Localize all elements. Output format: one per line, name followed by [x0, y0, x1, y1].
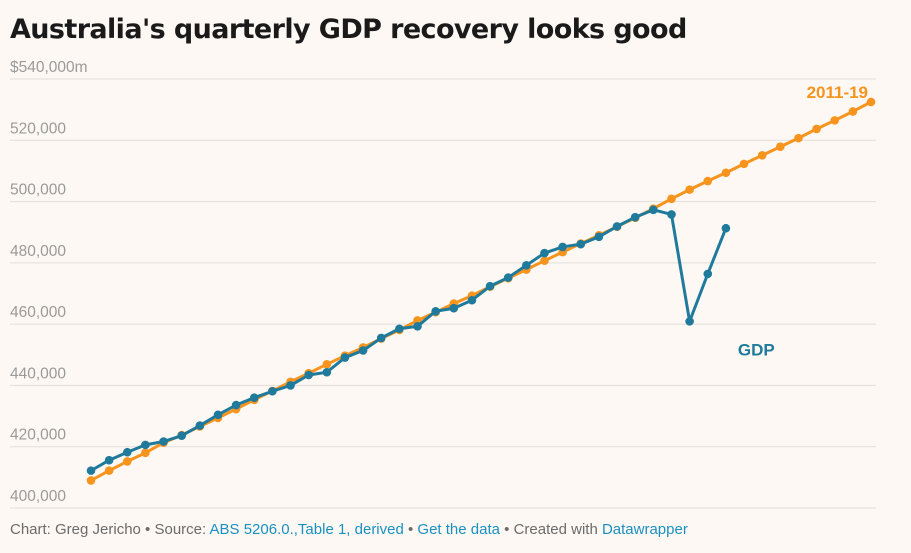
data-point-trend — [794, 133, 803, 143]
data-point-trend — [830, 116, 840, 125]
data-point-gdp — [649, 205, 658, 215]
get-the-data-link[interactable]: Get the data — [417, 521, 500, 538]
data-point-gdp — [159, 437, 168, 446]
y-tick-label: 460,000 — [10, 304, 66, 321]
data-point-gdp — [268, 386, 277, 396]
source-link[interactable]: ABS 5206.0.,Table 1, derived — [209, 521, 404, 538]
data-point-gdp — [721, 223, 731, 233]
data-point-gdp — [431, 306, 440, 316]
series-line-trend — [89, 100, 873, 482]
y-tick-label: 500,000 — [10, 182, 66, 199]
series-labels: 2011-19 GDP — [738, 83, 868, 359]
data-point-gdp — [376, 333, 386, 343]
data-point-gdp — [231, 400, 241, 410]
data-point-gdp — [503, 273, 513, 282]
data-point-gdp — [558, 242, 567, 252]
data-point-gdp — [467, 295, 477, 305]
footer-separator: • — [499, 521, 514, 538]
data-point-trend — [540, 256, 549, 266]
data-point-gdp — [286, 381, 295, 390]
data-point-trend — [703, 176, 713, 186]
data-point-trend — [667, 194, 676, 204]
y-tick-label: 440,000 — [10, 365, 66, 382]
chart-footer: Chart: Greg Jericho • Source: ABS 5206.0… — [10, 521, 688, 538]
data-point-trend — [812, 124, 821, 134]
datawrapper-link[interactable]: Datawrapper — [601, 521, 688, 538]
data-point-gdp — [249, 393, 259, 402]
data-point-gdp — [141, 440, 150, 450]
data-point-gdp — [395, 324, 404, 334]
data-point-trend — [776, 142, 785, 152]
y-tick-label: 520,000 — [10, 120, 66, 137]
data-point-gdp — [612, 222, 622, 231]
data-point-gdp — [104, 455, 114, 465]
data-point-gdp — [485, 281, 495, 291]
data-point-gdp — [358, 346, 368, 355]
y-tick-label: $540,000m — [10, 59, 88, 76]
data-point-gdp — [703, 269, 713, 279]
data-point-gdp — [413, 321, 422, 331]
y-axis-tick-labels: 400,000 420,000 440,000 460,000 480,000 500,0… — [10, 59, 88, 505]
data-point-gdp — [122, 447, 132, 457]
data-point-trend — [104, 466, 114, 475]
footer-separator: • — [140, 521, 155, 538]
data-point-gdp — [685, 317, 694, 326]
y-tick-label: 480,000 — [10, 243, 66, 260]
data-point-gdp — [304, 370, 313, 380]
data-point-gdp — [576, 239, 586, 249]
data-point-trend — [739, 159, 749, 169]
data-point-gdp — [449, 303, 459, 313]
data-point-trend — [322, 359, 332, 369]
created-prefix: Created with — [513, 521, 602, 538]
data-point-trend — [848, 107, 858, 116]
data-point-trend — [86, 476, 96, 485]
data-point-gdp — [522, 261, 531, 270]
series-line-gdp — [89, 208, 728, 473]
data-point-gdp — [177, 431, 186, 440]
data-point-trend — [685, 185, 694, 194]
chart-title: Australia's quarterly GDP recovery looks… — [10, 14, 687, 45]
data-point-gdp — [540, 248, 549, 258]
source-prefix: Source: — [154, 521, 210, 538]
data-point-trend — [757, 151, 767, 160]
gridlines — [10, 78, 876, 509]
data-point-trend — [122, 457, 132, 466]
data-point-gdp — [195, 421, 205, 430]
y-tick-label: 400,000 — [10, 488, 66, 505]
line-chart: 400,000 420,000 440,000 460,000 480,000 500,0… — [10, 59, 876, 509]
series-label-trend: 2011-19 — [807, 83, 868, 102]
data-point-gdp — [322, 367, 332, 377]
data-point-trend — [721, 168, 731, 178]
footer-separator: • — [403, 521, 418, 538]
data-point-gdp — [667, 210, 676, 219]
y-tick-label: 420,000 — [10, 427, 66, 444]
chart-credit: Chart: Greg Jericho — [10, 521, 141, 538]
data-point-trend — [866, 97, 876, 107]
series-label-gdp: GDP — [738, 340, 775, 359]
data-point-gdp — [213, 410, 223, 420]
data-point-trend — [141, 448, 150, 458]
data-point-gdp — [630, 212, 640, 222]
data-point-gdp — [594, 232, 604, 242]
data-point-gdp — [340, 353, 350, 362]
data-point-gdp — [86, 466, 96, 475]
series-lines — [86, 97, 876, 485]
